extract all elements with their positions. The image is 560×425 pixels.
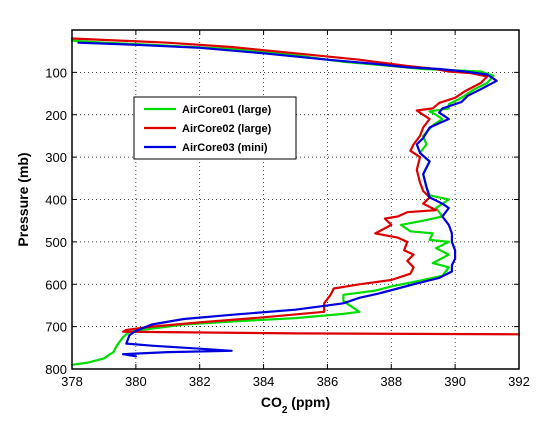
x-axis-label-subscript: 2 bbox=[282, 405, 288, 416]
y-tick-label: 100 bbox=[45, 65, 67, 80]
y-tick-label: 700 bbox=[45, 320, 67, 335]
x-tick-label: 388 bbox=[380, 374, 402, 389]
y-tick-label: 500 bbox=[45, 235, 67, 250]
y-tick-label: 200 bbox=[45, 108, 67, 123]
legend-label-1: AirCore01 (large) bbox=[182, 104, 272, 116]
series-layer bbox=[70, 37, 521, 366]
x-axis-label: CO2 (ppm) bbox=[261, 394, 330, 416]
x-tick-label: 382 bbox=[189, 374, 211, 389]
x-tick-label: 386 bbox=[317, 374, 339, 389]
x-tick-label: 392 bbox=[508, 374, 530, 389]
x-tick-label: 384 bbox=[253, 374, 275, 389]
x-axis-label-unit: (ppm) bbox=[287, 394, 330, 410]
ticks: 378 380 382 384 386 388 390 392 100 200 300 400 500 6… bbox=[45, 30, 530, 389]
legend-label-3: AirCore03 (mini) bbox=[182, 142, 268, 154]
x-tick-label: 380 bbox=[125, 374, 147, 389]
y-tick-label: 300 bbox=[45, 150, 67, 165]
y-tick-label: 400 bbox=[45, 193, 67, 208]
y-tick-label: 600 bbox=[45, 277, 67, 292]
x-tick-label: 378 bbox=[61, 374, 83, 389]
legend: AirCore01 (large) AirCore02 (large) AirCor… bbox=[133, 96, 297, 160]
x-axis-label-main: CO bbox=[261, 394, 282, 410]
x-tick-label: 390 bbox=[444, 374, 466, 389]
legend-label-2: AirCore02 (large) bbox=[182, 123, 272, 135]
y-tick-label: 800 bbox=[45, 362, 67, 377]
series-line-3 bbox=[77, 41, 498, 358]
y-axis-label: Pressure (mb) bbox=[15, 152, 31, 246]
